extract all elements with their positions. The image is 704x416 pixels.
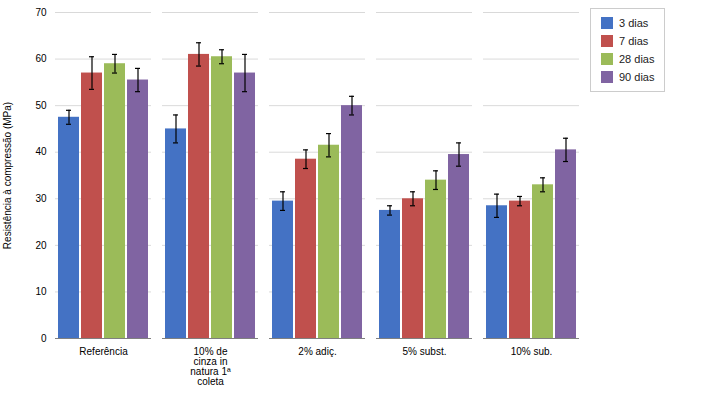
svg-text:10% sub.: 10% sub.: [511, 346, 553, 357]
svg-text:10: 10: [35, 286, 47, 297]
svg-text:40: 40: [35, 146, 47, 157]
html-text:3 dias: 3 dias: [619, 17, 649, 29]
svg-text:2% adiç.: 2% adiç.: [298, 346, 336, 357]
svg-text:Resistência à compressão (MPa): Resistência à compressão (MPa): [2, 102, 13, 249]
svg-text:60: 60: [35, 53, 47, 64]
svg-text:5% subst.: 5% subst.: [403, 346, 447, 357]
html-text:90 dias: 90 dias: [619, 71, 655, 83]
svg-text:10% decinza innatura 1ªcoleta: 10% decinza innatura 1ªcoleta: [190, 346, 231, 387]
svg-text:70: 70: [35, 7, 47, 18]
svg-text:Referência: Referência: [79, 346, 128, 357]
svg-text:30: 30: [35, 193, 47, 204]
svg-text:50: 50: [35, 100, 47, 111]
html-text:7 dias: 7 dias: [619, 35, 649, 47]
svg-text:20: 20: [35, 240, 47, 251]
html-text:28 dias: 28 dias: [619, 53, 655, 65]
svg-text:0: 0: [41, 333, 47, 344]
